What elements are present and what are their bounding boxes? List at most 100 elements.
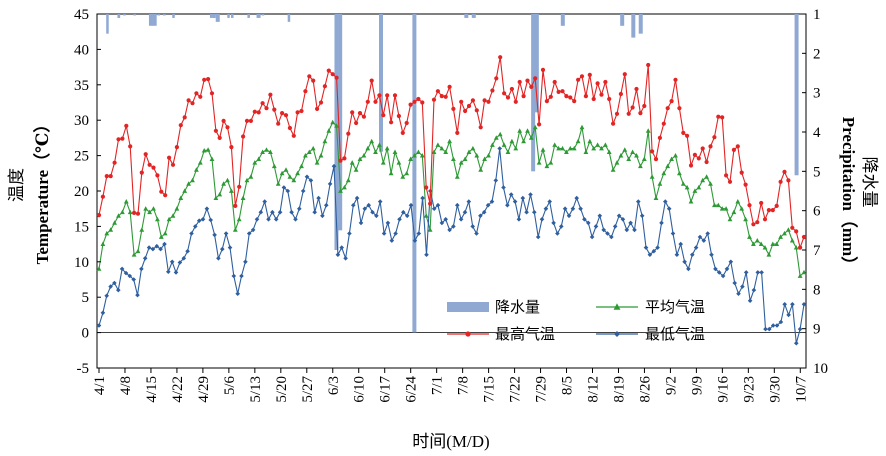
max-temp-point xyxy=(299,108,304,114)
avg-temp-point xyxy=(782,230,787,236)
min-temp-point xyxy=(720,273,726,279)
left-tick-label: 45 xyxy=(74,7,89,23)
max-temp-point xyxy=(482,98,487,103)
max-temp-point xyxy=(124,123,129,128)
max-temp-point xyxy=(739,170,744,175)
right-tick-label: 3 xyxy=(813,86,821,102)
max-temp-point xyxy=(720,115,725,120)
avg-temp-point xyxy=(528,135,534,140)
max-temp-point xyxy=(743,182,748,187)
avg-temp-point xyxy=(723,206,729,211)
max-temp-point xyxy=(186,98,191,103)
avg-temp-point xyxy=(532,124,538,130)
max-temp-point xyxy=(338,158,343,163)
max-temp-point xyxy=(213,128,218,133)
max-temp-point xyxy=(108,174,113,179)
max-temp-point xyxy=(276,121,281,126)
min-temp-point xyxy=(674,252,680,257)
precip-bar xyxy=(471,14,476,18)
avg-temp-point xyxy=(793,245,799,250)
avg-temp-point xyxy=(213,195,219,200)
precip-bar xyxy=(152,14,157,26)
avg-temp-point xyxy=(680,181,686,186)
min-temp-point xyxy=(632,227,637,233)
min-temp-point xyxy=(262,199,267,204)
max-temp-point xyxy=(766,208,772,213)
max-temp-point xyxy=(120,136,125,141)
legend-avg-label: 平均气温 xyxy=(645,299,705,316)
precip-trace-bar xyxy=(209,14,213,18)
max-temp-point xyxy=(354,120,359,126)
avg-temp-point xyxy=(704,174,709,179)
avg-temp-point xyxy=(657,181,663,186)
precip-trace-bar xyxy=(227,14,230,18)
max-temp-point xyxy=(439,94,444,99)
avg-temp-point xyxy=(591,145,597,151)
avg-temp-point xyxy=(451,156,456,161)
legend-max-label: 最高气温 xyxy=(495,326,555,343)
min-temp-point xyxy=(501,185,506,190)
min-temp-point xyxy=(447,227,452,233)
precip-bar xyxy=(531,14,536,172)
avg-temp-point xyxy=(100,241,106,246)
x-tick-label: 6/10 xyxy=(352,376,368,403)
avg-temp-point xyxy=(158,234,164,239)
avg-temp-point xyxy=(739,206,745,211)
min-temp-point xyxy=(616,213,622,219)
max-temp-point xyxy=(801,234,807,240)
max-temp-point xyxy=(650,149,655,154)
avg-temp-point xyxy=(357,156,363,161)
avg-temp-point xyxy=(797,273,803,278)
avg-temp-point xyxy=(264,147,269,152)
max-temp-point xyxy=(529,84,534,89)
avg-temp-point xyxy=(548,160,554,165)
max-temp-point xyxy=(735,144,740,149)
min-temp-point xyxy=(216,256,221,261)
avg-temp-point xyxy=(762,245,768,250)
max-temp-point xyxy=(790,225,795,230)
min-temp-point xyxy=(127,273,133,279)
min-temp-point xyxy=(682,259,687,265)
min-temp-point xyxy=(485,202,491,208)
max-temp-point xyxy=(782,169,787,174)
min-temp-point xyxy=(135,292,140,298)
legend-precip-label: 降水量 xyxy=(495,299,540,316)
x-tick-label: 4/8 xyxy=(118,376,134,395)
avg-temp-point xyxy=(571,145,577,151)
left-tick-label: 15 xyxy=(74,219,89,235)
avg-temp-point xyxy=(645,128,651,133)
avg-temp-point xyxy=(143,206,149,211)
avg-temp-point xyxy=(435,142,441,147)
max-temp-point xyxy=(416,96,421,102)
max-temp-point xyxy=(428,201,433,206)
max-temp-point xyxy=(474,108,479,113)
min-temp-point xyxy=(104,293,109,299)
min-temp-point xyxy=(493,178,499,183)
min-temp-point xyxy=(204,206,210,211)
min-temp-point xyxy=(612,224,618,229)
min-temp-point xyxy=(150,246,156,252)
min-temp-point xyxy=(162,241,167,247)
avg-temp-point xyxy=(552,142,558,147)
min-temp-point xyxy=(231,273,237,279)
max-temp-point xyxy=(237,184,242,189)
avg-temp-point xyxy=(727,216,733,222)
min-temp-point xyxy=(755,270,761,275)
avg-temp-point xyxy=(669,156,674,161)
min-temp-point xyxy=(196,218,202,223)
max-temp-point xyxy=(700,146,705,151)
max-temp-point xyxy=(607,96,612,102)
legend: 降水量 平均气温 最高气温 最低气温 xyxy=(447,299,705,343)
min-temp-point xyxy=(678,241,683,247)
precip-trace-bar xyxy=(287,14,291,22)
min-temp-point xyxy=(397,217,402,222)
max-temp-point xyxy=(638,111,643,116)
avg-temp-point xyxy=(719,206,725,211)
min-temp-point xyxy=(189,231,194,236)
min-temp-point xyxy=(235,291,240,296)
precip-bar xyxy=(560,14,565,26)
min-temp-point xyxy=(281,185,287,190)
max-temp-point xyxy=(521,94,526,99)
max-temp-point xyxy=(256,110,261,115)
avg-temp-point xyxy=(567,145,573,151)
